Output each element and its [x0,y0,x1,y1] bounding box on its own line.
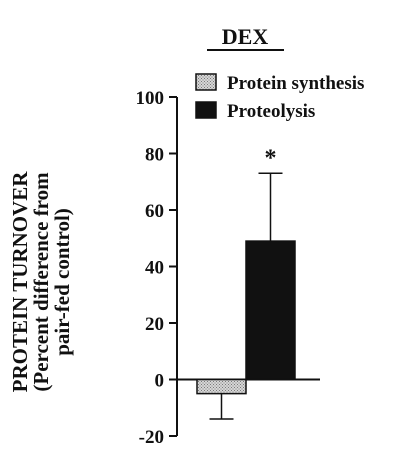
legend-label-protein-synthesis: Protein synthesis [227,73,364,94]
significance-asterisk: * [265,145,277,171]
y-tick-label: 80 [145,145,164,166]
chart-title: DEX [222,24,269,49]
y-axis-label-line-3: pair-fed control) [50,208,74,356]
legend: Protein synthesis Proteolysis [196,73,364,122]
y-axis-ticks: -20 0 20 40 60 80 100 [136,88,178,448]
legend-swatch-protein-synthesis [196,74,216,90]
y-tick-label: 20 [145,314,164,335]
bar-proteolysis [246,241,295,379]
bars [197,173,295,419]
y-tick-label: 0 [155,371,165,392]
y-tick-label: -20 [139,427,164,448]
y-tick-label: 100 [136,88,165,109]
y-tick-label: 60 [145,201,164,222]
bar-protein-synthesis [197,380,246,394]
annotations: * [265,145,277,171]
legend-swatch-proteolysis [196,102,216,118]
legend-label-proteolysis: Proteolysis [227,101,315,122]
y-tick-label: 40 [145,258,164,279]
y-axis-label: PROTEIN TURNOVER (Percent difference fro… [8,171,74,393]
